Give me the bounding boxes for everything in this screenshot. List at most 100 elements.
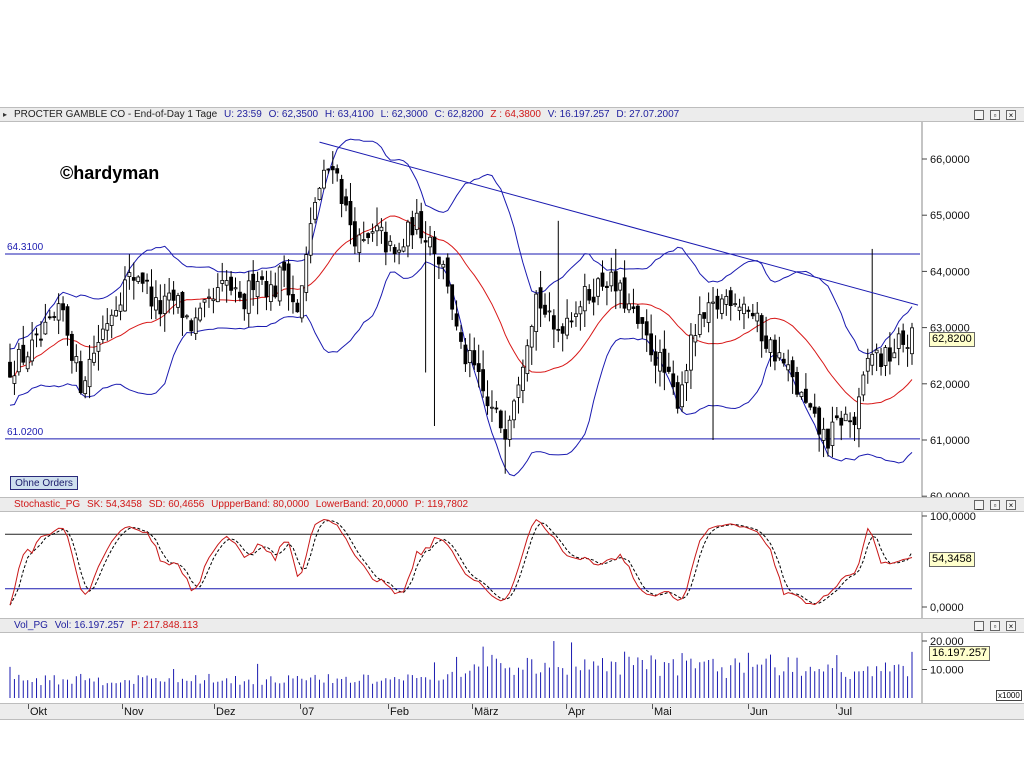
restore-icon[interactable]: ▫ [990,110,1000,120]
candle-body [375,225,379,232]
candle-body [790,360,795,378]
price-panel-header: ▸ PROCTER GAMBLE CO - End-of-Day 1 Tage U… [0,107,1024,122]
minimize-icon[interactable]: _ [974,110,984,120]
close-readout: C: 62,8200 [434,109,484,120]
month-label: Dez [216,706,236,718]
candle-body [627,303,631,311]
candle-body [43,321,48,335]
low-readout: L: 62,3000 [380,109,428,120]
candle-body [534,293,539,332]
stoch-ytick-label: 0,0000 [930,602,964,614]
candle-body [229,276,233,291]
price-chart[interactable]: 60,0000 61,0000 62,0000 63,0000 64,0000 65,00… [0,122,1024,497]
candle-body [516,384,521,398]
candle-body [737,306,742,311]
minimize-icon[interactable]: _ [974,621,984,631]
candle-body [180,291,185,318]
candle-body [193,317,198,334]
candle-body [799,391,804,397]
candle-body [410,217,415,236]
candle-body [268,284,273,302]
candle-body [689,334,693,371]
candle-body [635,305,640,324]
candle-body [282,261,287,271]
candle-body [834,415,839,419]
stochastic-chart[interactable]: 0,0000 100,0000 [0,512,1024,618]
candle-body [463,344,468,365]
candle-body [322,169,326,189]
candle-body [768,339,773,353]
panel-arrow-icon[interactable]: ▸ [2,110,7,119]
candle-body [724,295,729,305]
candle-body [397,249,401,253]
close-icon[interactable]: × [1006,500,1016,510]
candle-body [335,168,340,174]
candle-body [613,271,618,292]
month-label: März [474,706,499,718]
stoch-sd-line [9,519,913,606]
candle-body [706,302,711,323]
candle-body [529,326,534,348]
candle-body [149,286,154,307]
price-ytick-label: 63,0000 [930,323,970,335]
candle-body [34,333,39,336]
month-tick [748,704,749,709]
month-tick [214,704,215,709]
candle-body [578,306,583,315]
ohne-orders-button[interactable]: Ohne Orders [10,476,78,490]
candle-body [773,339,777,362]
candle-body [485,396,490,407]
candle-body [264,280,269,298]
restore-icon[interactable]: ▫ [990,621,1000,631]
stoch-name: Stochastic_PG [14,499,81,510]
candle-body [697,314,702,335]
restore-icon[interactable]: ▫ [990,500,1000,510]
candle-body [16,348,21,373]
candle-body [803,388,808,403]
candle-body [277,266,282,302]
candle-body [242,293,247,310]
candle-body [826,428,830,449]
price-ytick-label: 66,0000 [930,154,970,166]
candle-body [521,366,525,391]
close-icon[interactable]: × [1006,621,1016,631]
candle-body [158,300,163,315]
candle-body [503,429,508,440]
candle-body [114,310,119,317]
candle-body [379,226,384,232]
volume-chart[interactable]: 10.000 20.000 [0,633,1024,703]
candle-body [52,316,57,318]
candle-body [78,361,83,394]
candle-body [131,277,136,281]
vol-scale-label: x1000 [996,690,1022,701]
price-ytick-label: 61,0000 [930,435,970,447]
candle-body [560,326,565,334]
candle-body [901,330,906,345]
candle-body [21,344,26,363]
candle-body [600,272,605,287]
candle-body [105,323,110,331]
candle-body [543,304,547,315]
candle-body [591,296,596,303]
candle-body [746,309,751,312]
candle-body [330,166,335,171]
candle-body [47,316,52,319]
minimize-icon[interactable]: _ [974,500,984,510]
candle-body [215,287,220,303]
symbol-title: PROCTER GAMBLE CO - End-of-Day 1 Tage [14,109,218,120]
vol-p: P: 217.848.113 [131,620,199,631]
candle-body [70,333,74,361]
candle-body [490,406,494,409]
month-tick [566,704,567,709]
close-icon[interactable]: × [1006,110,1016,120]
candle-body [715,295,720,310]
candle-body [432,236,437,255]
candle-body [830,421,835,447]
candle-body [750,312,755,317]
vol-last-value: 16.197.257 [929,646,991,661]
candle-body [556,328,561,331]
candle-body [507,419,512,440]
vol-name: Vol_PG [14,620,48,631]
candle-body [852,416,857,426]
month-label: Feb [390,706,409,718]
